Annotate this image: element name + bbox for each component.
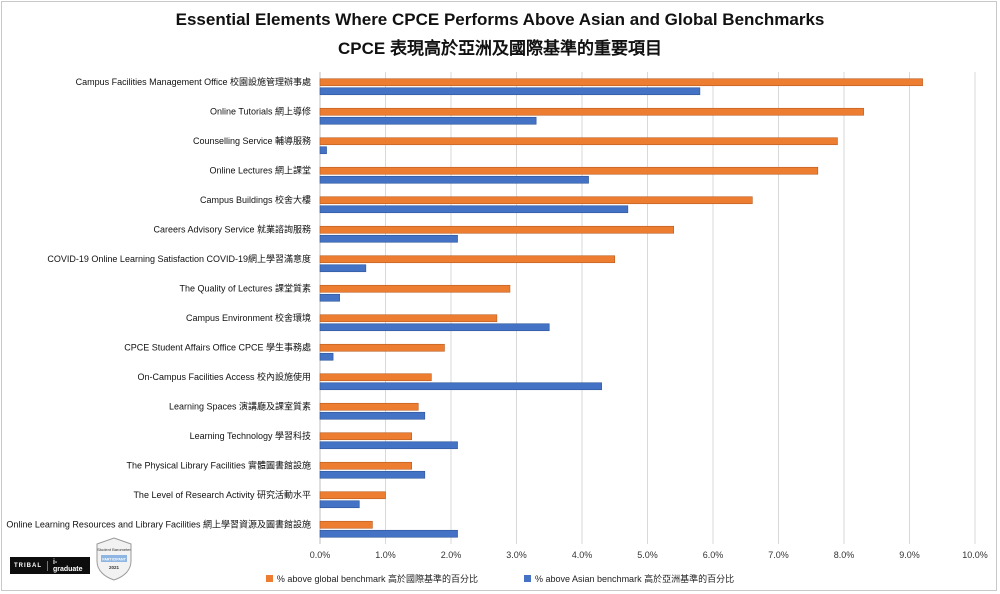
x-tick-label: 9.0% [899,550,920,560]
bar-global-benchmark [319,78,923,87]
badge-participant: PARTICIPANT [102,558,126,562]
category-label: Learning Technology 學習科技 [190,430,311,441]
bar-asian-benchmark [319,205,629,214]
bar-asian-benchmark [319,293,340,302]
badge-year: 2021 [109,565,120,570]
legend-label-asian: % above Asian benchmark 高於亞洲基準的百分比 [535,574,735,584]
category-label: CPCE Student Affairs Office CPCE 學生事務處 [124,341,311,352]
bar-global-benchmark [319,255,616,264]
bar-global-benchmark [319,520,373,529]
category-label: The Level of Research Activity 研究活動水平 [133,489,311,500]
bar-global-benchmark [319,432,412,441]
x-tick-label: 7.0% [768,550,789,560]
x-tick-label: 6.0% [703,550,724,560]
chart-title-chinese: CPCE 表現高於亞洲及國際基準的重要項目 [338,39,662,58]
badge-title: Student Barometer [97,547,131,552]
bar-global-benchmark [319,343,445,352]
bar-global-benchmark [319,402,419,411]
legend-swatch-asian [524,575,531,582]
legend-item-global: % above global benchmark 高於國際基準的百分比 [265,572,478,585]
bar-global-benchmark [319,314,498,323]
student-barometer-badge: Student Barometer PARTICIPANT 2021 [96,537,132,581]
category-label: Campus Buildings 校舍大樓 [200,194,311,205]
x-tick-label: 10.0% [962,550,988,560]
bar-asian-benchmark [319,529,458,538]
legend-swatch-global [265,575,273,582]
bar-asian-benchmark [319,352,334,361]
logo-brand: TRIBAL [14,562,42,569]
category-label: Campus Environment 校舍環境 [186,312,311,323]
bar-asian-benchmark [319,470,426,479]
category-label: Online Learning Resources and Library Fa… [6,518,311,529]
logo-divider [47,560,48,571]
bar-asian-benchmark [319,234,458,243]
bar-global-benchmark [319,166,819,175]
category-label: Careers Advisory Service 就業諮詢服務 [153,223,311,234]
chart-title-english: Essential Elements Where CPCE Performs A… [175,10,825,29]
x-tick-label: 3.0% [506,550,527,560]
x-axis-tick-labels: 0.0% 1.0% 2.0% 3.0% 4.0% 5.0% 6.0% 7.0% 8.0% 9.0%… [310,550,988,560]
bar-global-benchmark [319,107,864,116]
bar-asian-benchmark [319,500,360,509]
category-label: The Quality of Lectures 課堂質素 [179,282,311,293]
legend-item-asian: % above Asian benchmark 高於亞洲基準的百分比 [524,572,734,585]
category-label: COVID-19 Online Learning Satisfaction CO… [47,253,311,264]
logo-product: i-graduate [52,558,83,573]
legend: % above global benchmark 高於國際基準的百分比 % ab… [0,572,1000,585]
category-label: Campus Facilities Management Office 校園設施… [76,76,311,87]
bar-global-benchmark [319,196,753,205]
x-tick-label: 2.0% [441,550,462,560]
x-tick-label: 8.0% [834,550,855,560]
bar-global-benchmark [319,491,386,500]
bar-asian-benchmark [319,382,602,391]
category-label: Online Tutorials 網上導修 [210,105,311,116]
bar-asian-benchmark [319,87,701,96]
category-label: The Physical Library Facilities 實體圖書館設施 [126,459,311,470]
bar-global-benchmark [319,137,838,146]
x-tick-label: 4.0% [572,550,593,560]
bar-global-benchmark [319,225,675,234]
category-label: On-Campus Facilities Access 校內設施使用 [137,371,311,382]
bar-asian-benchmark [319,175,589,184]
legend-label-global: % above global benchmark 高於國際基準的百分比 [276,574,478,584]
bar-asian-benchmark [319,411,426,420]
tribal-igraduate-logo: TRIBAL i-graduate [10,557,90,574]
x-tick-label: 5.0% [637,550,658,560]
bar-asian-benchmark [319,146,327,155]
bar-asian-benchmark [319,116,537,125]
bar-global-benchmark [319,284,511,293]
category-labels: Campus Facilities Management Office 校園設施… [6,76,311,530]
bar-asian-benchmark [319,441,458,450]
bars [319,78,923,538]
badge-ribbon [101,555,127,562]
bar-asian-benchmark [319,323,550,332]
bar-global-benchmark [319,373,432,382]
x-tick-label: 1.0% [375,550,396,560]
x-tick-label: 0.0% [310,550,331,560]
bar-asian-benchmark [319,264,367,273]
category-label: Counselling Service 輔導服務 [193,135,311,146]
bar-global-benchmark [319,461,412,470]
category-label: Online Lectures 網上課堂 [209,164,311,175]
category-label: Learning Spaces 演講廳及課室質素 [169,400,311,411]
